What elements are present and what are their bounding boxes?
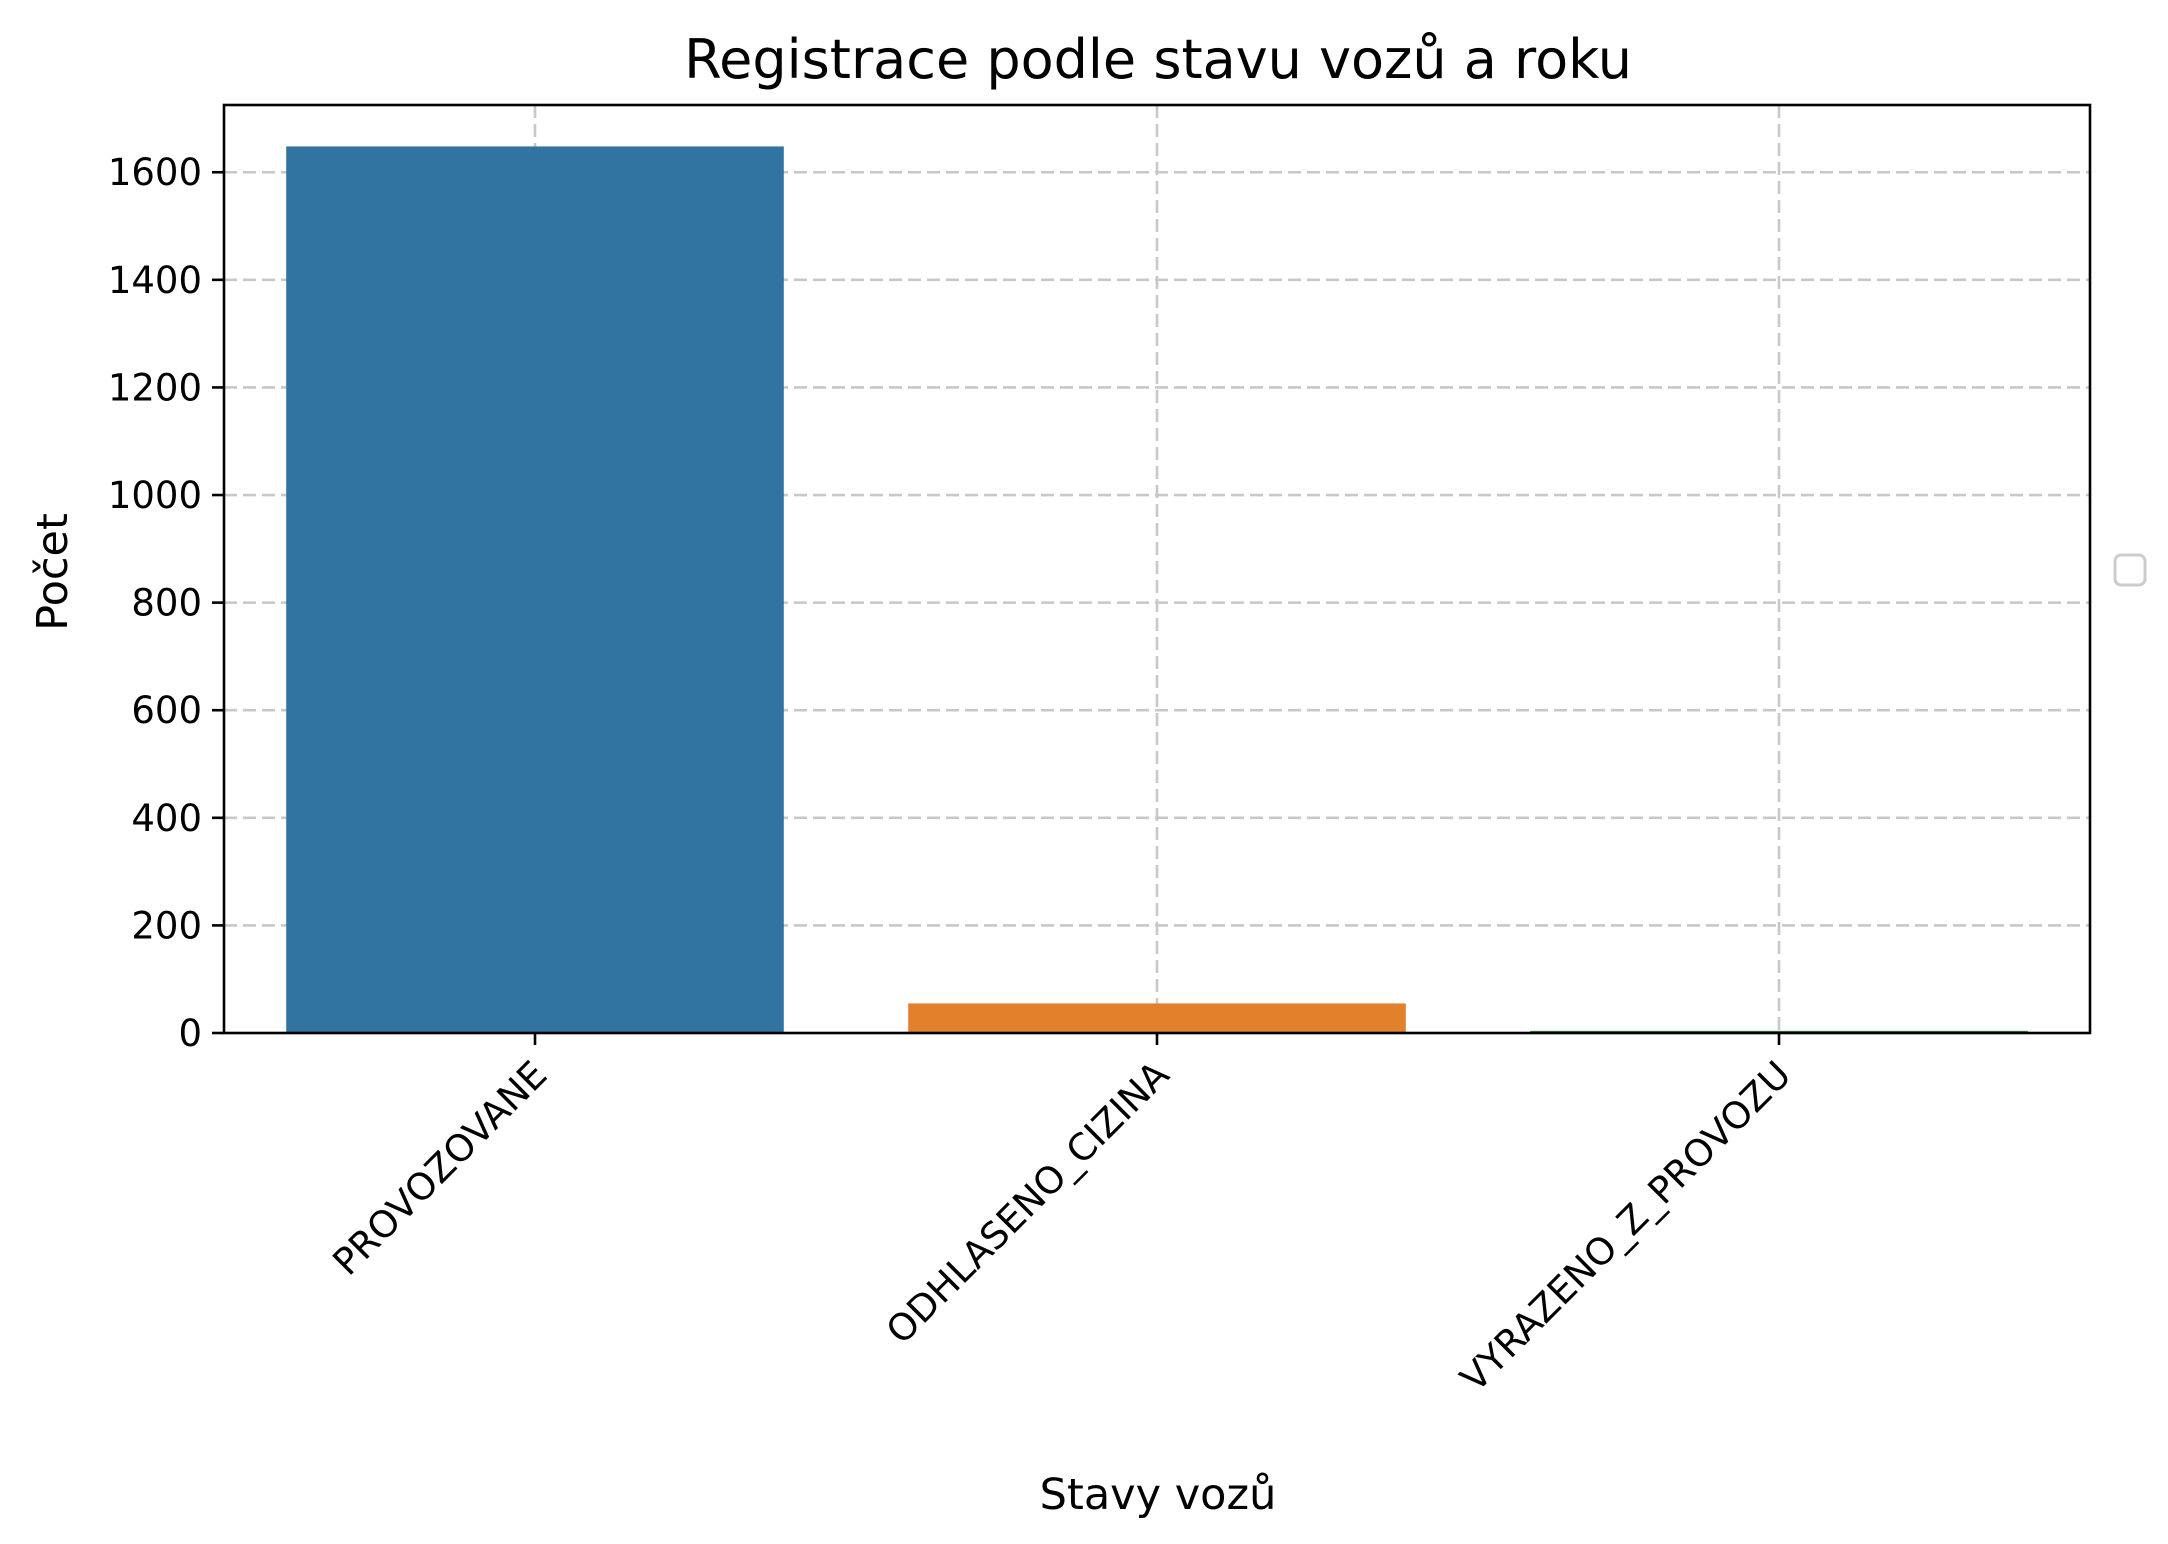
bars xyxy=(286,146,2028,1033)
y-tick-label: 1600 xyxy=(108,151,202,194)
y-tick-label: 0 xyxy=(178,1012,202,1055)
y-tick-label: 200 xyxy=(131,904,202,947)
bar-provozovane xyxy=(286,146,784,1033)
x-tick-label: VYRAZENO_Z_PROVOZU xyxy=(1452,1053,1799,1400)
y-tick-label: 600 xyxy=(131,689,202,732)
y-axis-label: Počet xyxy=(28,513,78,631)
y-tick-label: 400 xyxy=(131,797,202,840)
y-tick-label: 1400 xyxy=(108,259,202,302)
y-tick-label: 1200 xyxy=(108,366,202,409)
chart-title: Registrace podle stavu vozů a roku xyxy=(684,28,1632,91)
x-axis-label: Stavy vozů xyxy=(1040,1470,1277,1520)
legend-box xyxy=(2113,553,2147,587)
bar-odhlaseno-cizina xyxy=(908,1003,1406,1033)
x-tick-label: PROVOZOVANE xyxy=(325,1053,556,1284)
y-tick-label: 1000 xyxy=(108,474,202,517)
y-tick-label: 800 xyxy=(131,582,202,625)
x-tick-label: ODHLASENO_CIZINA xyxy=(878,1053,1177,1352)
